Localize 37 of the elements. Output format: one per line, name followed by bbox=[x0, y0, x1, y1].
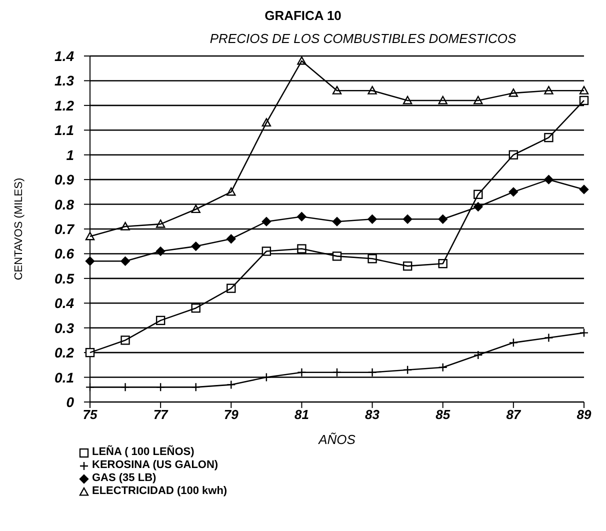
point bbox=[579, 328, 589, 338]
y-tick-label: 0.2 bbox=[54, 344, 74, 361]
x-tick-label: 77 bbox=[153, 407, 169, 422]
x-tick-label: 87 bbox=[506, 407, 522, 422]
y-tick-label: 1.2 bbox=[54, 97, 74, 114]
point bbox=[262, 372, 272, 382]
y-tick-label: 1.3 bbox=[54, 72, 74, 89]
x-tick-label: 81 bbox=[294, 407, 309, 422]
y-axis-title: CENTAVOS (MILES) bbox=[12, 178, 25, 280]
y-tick-label: 0.6 bbox=[54, 246, 74, 262]
y-tick-label: 0.8 bbox=[54, 196, 74, 212]
legend-label: KEROSINA (US GALON) bbox=[92, 459, 218, 472]
x-tick-label: 75 bbox=[82, 407, 98, 422]
y-tick-label: 1.4 bbox=[54, 48, 74, 64]
x-axis-title: AÑOS bbox=[318, 432, 356, 447]
point bbox=[474, 350, 483, 360]
y-tick-label: 0.7 bbox=[54, 220, 76, 237]
y-tick-label: 0 bbox=[66, 394, 74, 410]
y-tick-label: 1 bbox=[66, 146, 74, 163]
chart-subtitle: PRECIOS DE LOS COMBUSTIBLES DOMESTICOS bbox=[208, 31, 518, 46]
y-tick-label: 0.4 bbox=[54, 295, 74, 312]
point bbox=[544, 333, 554, 342]
x-tick-label: 85 bbox=[436, 407, 451, 422]
point bbox=[226, 380, 236, 390]
y-tick-label: 0.9 bbox=[54, 172, 74, 188]
y-tick-label: 0.5 bbox=[54, 270, 74, 286]
legend-label: GAS (35 LB) bbox=[92, 472, 156, 485]
legend-label: ELECTRICIDAD (100 kwh) bbox=[92, 485, 228, 498]
y-tick-label: 1.1 bbox=[54, 122, 74, 138]
x-tick-label: 83 bbox=[365, 407, 380, 422]
y-tick-label: 0.3 bbox=[54, 320, 74, 336]
legend-label: LEÑA ( 100 LEÑOS) bbox=[92, 446, 194, 459]
x-tick-label: 89 bbox=[576, 407, 592, 422]
point bbox=[508, 338, 518, 348]
x-tick-label: 79 bbox=[224, 407, 240, 422]
y-tick-label: 0.1 bbox=[54, 369, 74, 386]
chart-title: GRAFICA 10 bbox=[264, 8, 342, 23]
